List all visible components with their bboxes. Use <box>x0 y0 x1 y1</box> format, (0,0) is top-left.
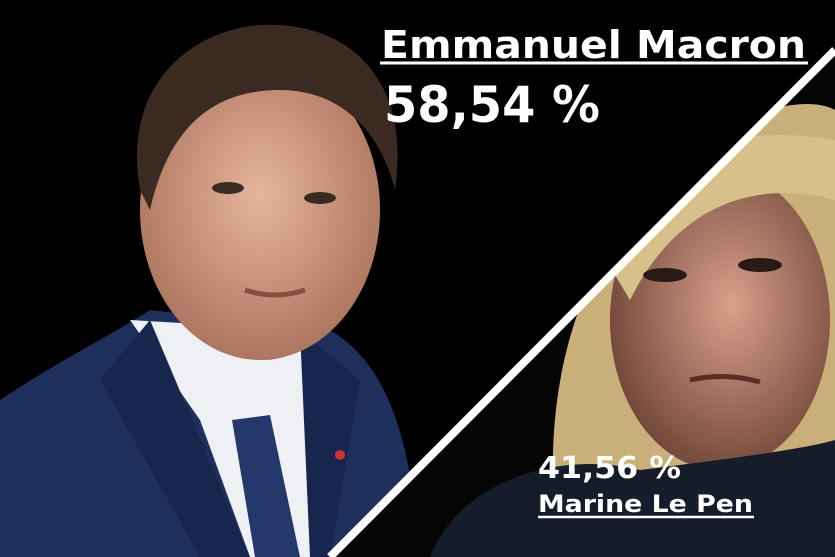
portrait-macron <box>0 24 420 557</box>
runner-up-score: 41,56 % <box>538 451 681 486</box>
divider <box>327 47 835 557</box>
winner-name: Emmanuel Macron <box>381 23 806 67</box>
winner-score: 58,54 % <box>384 76 600 134</box>
runner-up-name: Marine Le Pen <box>538 490 753 518</box>
